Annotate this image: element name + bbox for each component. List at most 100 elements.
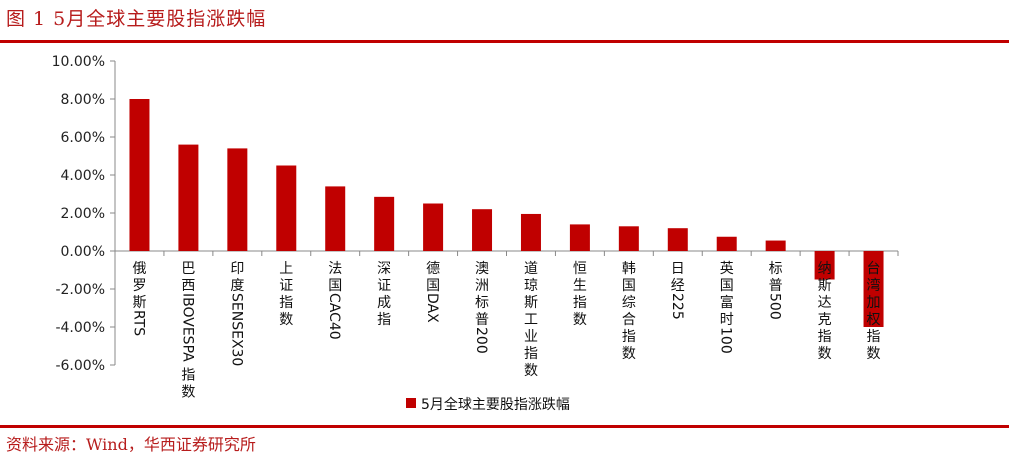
svg-text:韩: 韩	[622, 261, 636, 277]
y-tick-label: 6.00%	[61, 130, 105, 146]
svg-text:证: 证	[279, 278, 293, 294]
svg-text:道: 道	[524, 261, 538, 277]
svg-text:DAX: DAX	[424, 293, 440, 323]
svg-text:数: 数	[622, 346, 636, 362]
figure-title: 图 1 5月全球主要股指涨跌幅	[6, 8, 267, 30]
svg-text:上: 上	[279, 261, 293, 277]
svg-text:斯: 斯	[524, 295, 538, 311]
bottom-rule	[0, 425, 1009, 428]
svg-text:纳: 纳	[818, 261, 832, 277]
svg-text:100: 100	[718, 327, 734, 354]
svg-text:工: 工	[524, 312, 538, 328]
bar	[569, 224, 590, 251]
svg-text:标: 标	[769, 261, 783, 277]
bar	[618, 226, 639, 251]
y-tick-label: 4.00%	[61, 168, 105, 184]
svg-text:德: 德	[426, 261, 440, 277]
svg-text:罗: 罗	[132, 278, 146, 294]
svg-text:业: 业	[524, 329, 538, 345]
svg-text:国: 国	[720, 278, 734, 294]
svg-text:数: 数	[818, 346, 832, 362]
svg-text:标: 标	[475, 295, 489, 311]
svg-text:指: 指	[279, 295, 293, 311]
svg-text:CAC40: CAC40	[326, 293, 342, 340]
svg-text:225: 225	[669, 293, 685, 320]
y-tick-label: -4.00%	[55, 320, 105, 336]
svg-text:达: 达	[818, 295, 832, 311]
svg-text:成: 成	[377, 295, 391, 311]
svg-text:数: 数	[573, 312, 587, 328]
svg-text:数: 数	[279, 312, 293, 328]
svg-text:500: 500	[767, 293, 783, 320]
svg-text:西: 西	[181, 278, 195, 294]
bar	[472, 209, 493, 251]
bar	[716, 236, 737, 251]
svg-text:RTS: RTS	[130, 310, 146, 336]
svg-text:综: 综	[622, 295, 636, 311]
svg-text:SENSEX30: SENSEX30	[228, 293, 244, 366]
y-tick-label: 8.00%	[61, 92, 105, 108]
y-tick-label: -6.00%	[55, 358, 105, 374]
svg-text:澳: 澳	[475, 261, 489, 277]
y-tick-label: 10.00%	[52, 54, 105, 70]
svg-text:证: 证	[377, 278, 391, 294]
bar	[129, 99, 150, 251]
bar	[520, 213, 541, 251]
svg-text:斯: 斯	[132, 295, 146, 311]
legend-label: 5月全球主要股指涨跌幅	[421, 396, 570, 413]
bar	[423, 203, 444, 251]
svg-text:台: 台	[867, 261, 881, 277]
svg-text:国: 国	[328, 278, 342, 294]
svg-text:时: 时	[720, 312, 734, 328]
svg-text:指: 指	[867, 329, 881, 345]
svg-text:指: 指	[377, 312, 391, 328]
svg-text:指: 指	[818, 329, 832, 345]
top-rule	[0, 40, 1009, 43]
y-tick-label: 0.00%	[61, 244, 105, 260]
svg-text:湾: 湾	[867, 277, 881, 294]
svg-text:指: 指	[181, 367, 195, 383]
svg-text:指: 指	[524, 346, 538, 362]
bar	[765, 240, 786, 251]
svg-text:国: 国	[426, 278, 440, 294]
svg-text:国: 国	[622, 278, 636, 294]
svg-text:英: 英	[720, 260, 734, 277]
svg-text:普: 普	[475, 312, 489, 328]
y-tick-label: -2.00%	[55, 282, 105, 298]
svg-text:200: 200	[473, 327, 489, 354]
bar	[227, 148, 248, 251]
svg-text:深: 深	[377, 261, 391, 277]
bar-chart: 10.00% 8.00% 6.00% 4.00% 2.00% 0.00% -2.00% -4.…	[52, 54, 899, 413]
bar	[276, 165, 297, 251]
svg-text:生: 生	[573, 278, 587, 294]
bar	[814, 251, 835, 280]
svg-text:IBOVESPA: IBOVESPA	[179, 293, 195, 362]
svg-text:数: 数	[524, 363, 538, 379]
bar	[374, 196, 395, 251]
svg-text:加: 加	[867, 295, 881, 311]
svg-text:指: 指	[622, 329, 636, 345]
svg-text:俄: 俄	[132, 261, 146, 277]
svg-text:琼: 琼	[524, 278, 538, 294]
svg-text:洲: 洲	[475, 278, 489, 294]
svg-text:富: 富	[720, 294, 734, 311]
svg-text:恒: 恒	[573, 261, 587, 277]
bar	[863, 251, 884, 327]
bar	[178, 144, 199, 251]
svg-text:权: 权	[867, 312, 881, 328]
svg-text:普: 普	[769, 278, 783, 294]
